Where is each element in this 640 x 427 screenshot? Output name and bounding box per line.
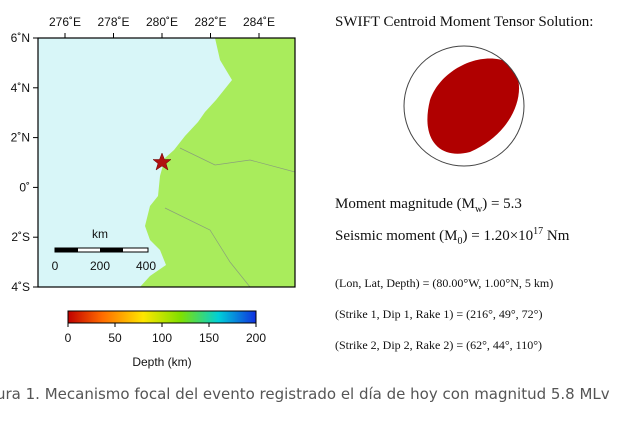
epicenter-star	[152, 152, 172, 171]
lat-label: 0˚	[19, 180, 30, 194]
scale-label: 200	[90, 259, 110, 273]
colorbar-label: 0	[65, 331, 72, 345]
lon-label: 276˚E	[49, 15, 81, 29]
nodal-plane-1: (Strike 1, Dip 1, Rake 1) = (216°, 49°, …	[335, 307, 542, 321]
lat-ticks: 6˚N 4˚N 2˚N 0˚ 2˚S 4˚S	[11, 31, 38, 294]
border	[164, 147, 295, 287]
subscript: 0	[458, 236, 463, 247]
lon-label: 284˚E	[243, 15, 275, 29]
colorbar-label: 50	[108, 331, 122, 345]
colorbar-title: Depth (km)	[132, 355, 191, 369]
location: (Lon, Lat, Depth) = (80.00°W, 1.00°N, 5 …	[335, 276, 553, 290]
lon-label: 282˚E	[194, 15, 226, 29]
lat-label: 2˚N	[11, 131, 30, 145]
beachball	[403, 45, 525, 167]
lon-label: 280˚E	[146, 15, 178, 29]
solution-title: SWIFT Centroid Moment Tensor Solution:	[335, 14, 593, 30]
caption: ura 1. Mecanismo focal del evento regist…	[0, 385, 610, 403]
colorbar-label: 200	[246, 331, 266, 345]
subscript: w	[475, 204, 483, 215]
superscript: 17	[533, 226, 543, 237]
moment-magnitude: Moment magnitude (Mw) = 5.3	[335, 196, 522, 215]
map-frame	[37, 37, 296, 288]
text: Nm	[543, 228, 570, 244]
map: 276˚E 278˚E 280˚E 282˚E 284˚E 6˚N 4˚N 2˚N 0˚ 2˚S…	[11, 15, 296, 294]
colorbar: 0 50 100 150 200 Depth (km)	[65, 310, 266, 369]
land	[140, 38, 295, 287]
lat-label: 4˚S	[11, 280, 30, 294]
lon-ticks: 276˚E 278˚E 280˚E 282˚E 284˚E	[49, 15, 275, 38]
colorbar-label: 150	[199, 331, 219, 345]
lat-label: 6˚N	[11, 31, 30, 45]
text: Seismic moment (M	[335, 228, 458, 244]
text: ) = 5.3	[482, 196, 522, 212]
text: Moment magnitude (M	[335, 196, 475, 212]
text: ) = 1.20×10	[463, 228, 534, 244]
scale-label: 0	[52, 259, 59, 273]
scale-label: 400	[136, 259, 156, 273]
nodal-plane-2: (Strike 2, Dip 2, Rake 2) = (62°, 44°, 1…	[335, 338, 542, 352]
lat-label: 2˚S	[11, 230, 30, 244]
lat-label: 4˚N	[11, 81, 30, 95]
seismic-moment: Seismic moment (M0) = 1.20×1017 Nm	[335, 226, 570, 247]
colorbar-label: 100	[152, 331, 172, 345]
lon-label: 278˚E	[97, 15, 129, 29]
scale-bar: km 0 200 400	[52, 227, 157, 273]
scale-unit: km	[92, 227, 108, 241]
